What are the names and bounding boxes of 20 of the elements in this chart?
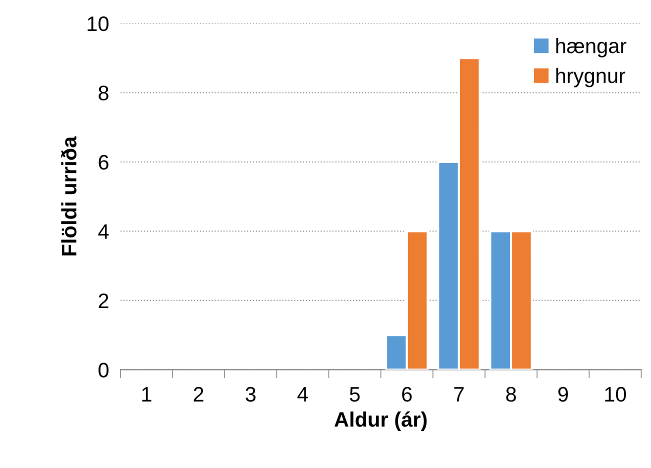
y-tick-label: 8 — [98, 86, 108, 100]
x-tick-label: 2 — [194, 386, 204, 402]
x-tick-label: 1 — [142, 387, 152, 402]
x-tick-label: 10 — [605, 386, 626, 402]
x-tick-label: 4 — [297, 387, 308, 402]
legend-label: hængar — [556, 38, 626, 58]
y-tick-label: 2 — [98, 293, 108, 308]
y-tick-label: 0 — [98, 362, 109, 378]
y-tick-label: 4 — [98, 224, 109, 239]
y-tick-label: 6 — [98, 154, 108, 170]
y-axis-title: Flöldi urriða — [60, 136, 76, 256]
legend-label: hrygnur — [556, 68, 626, 88]
x-tick-label: 5 — [350, 387, 360, 402]
x-tick-label: 8 — [506, 386, 516, 402]
x-axis-title: Aldur (ár) — [334, 411, 427, 431]
x-tick-label: 6 — [402, 386, 412, 402]
y-tick-label: 10 — [88, 16, 109, 32]
x-tick-label: 9 — [558, 386, 568, 402]
x-tick-label: 3 — [246, 386, 256, 402]
x-tick-label: 7 — [454, 387, 464, 402]
